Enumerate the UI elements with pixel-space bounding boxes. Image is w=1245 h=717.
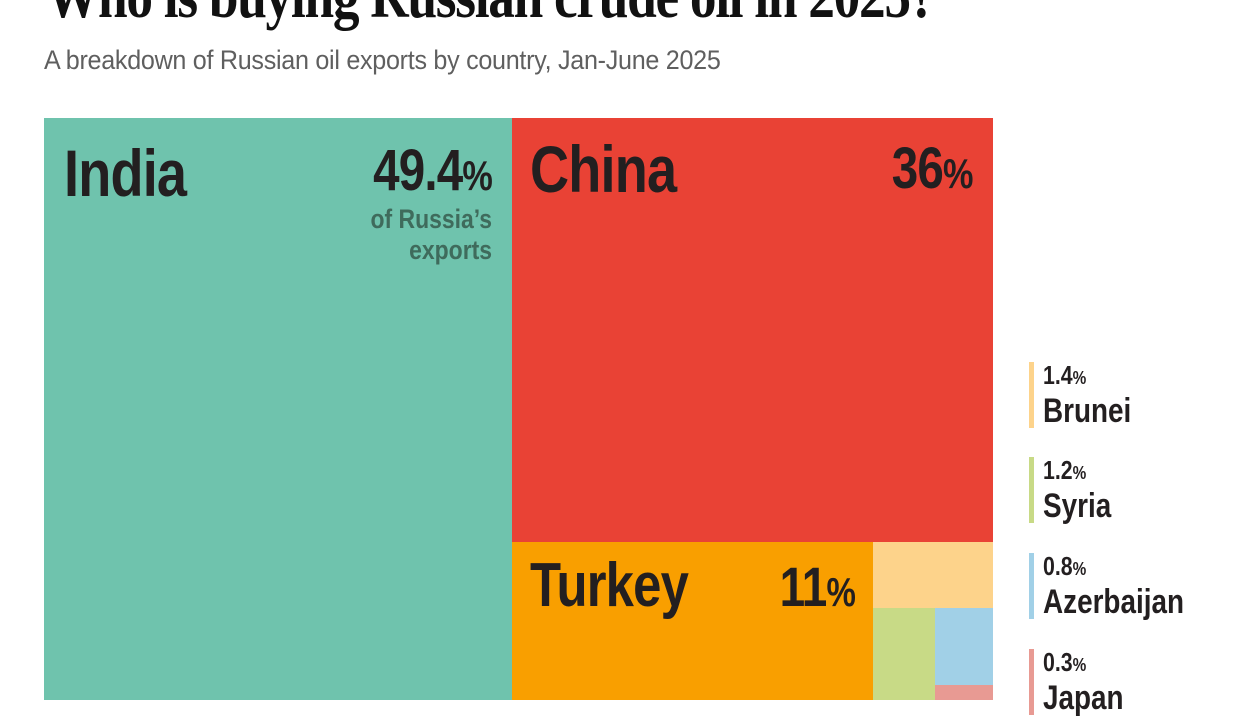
percent-symbol: % — [943, 150, 973, 197]
legend-country: Azerbaijan — [1043, 583, 1185, 621]
percent-value: 1.2 — [1043, 455, 1073, 485]
country-name: Turkey — [530, 551, 689, 620]
country-percent: 49.4% — [373, 138, 493, 209]
legend-percent: 1.2% — [1043, 455, 1086, 488]
legend-percent: 0.8% — [1043, 551, 1086, 584]
legend-country: Japan — [1043, 679, 1124, 717]
percent-symbol: % — [462, 152, 492, 199]
legend-percent: 1.4% — [1043, 360, 1086, 393]
tile-azerbaijan — [935, 608, 993, 685]
chart-title: Who is buying Russian crude oil in 2025? — [46, 0, 936, 28]
tile-china: China 36% — [512, 118, 993, 542]
legend-percent: 0.3% — [1043, 647, 1086, 680]
percent-value: 11 — [779, 555, 828, 618]
country-name: China — [530, 132, 677, 206]
india-note: of Russia’s exports — [370, 204, 492, 266]
country-percent: 11% — [779, 555, 856, 623]
percent-value: 0.3 — [1043, 647, 1073, 677]
country-name: India — [64, 136, 187, 210]
legend-color-bar — [1029, 362, 1034, 428]
percent-symbol: % — [1072, 462, 1087, 483]
legend-color-bar — [1029, 649, 1034, 715]
tile-syria — [873, 608, 935, 700]
tile-india: India 49.4% of Russia’s exports — [44, 118, 512, 700]
legend-country: Syria — [1043, 487, 1112, 525]
tile-japan — [935, 685, 993, 700]
percent-value: 36 — [892, 136, 944, 201]
note-line-1: of Russia’s — [370, 204, 492, 234]
percent-symbol: % — [1072, 654, 1087, 675]
note-line-2: exports — [409, 235, 492, 265]
percent-symbol: % — [826, 569, 855, 615]
legend-color-bar — [1029, 457, 1034, 523]
percent-value: 49.4 — [373, 138, 463, 203]
legend-color-bar — [1029, 553, 1034, 619]
percent-value: 1.4 — [1043, 360, 1073, 390]
percent-symbol: % — [1072, 558, 1087, 579]
percent-value: 0.8 — [1043, 551, 1073, 581]
percent-symbol: % — [1072, 367, 1087, 388]
tile-brunei — [873, 542, 993, 608]
chart-subtitle: A breakdown of Russian oil exports by co… — [44, 45, 721, 75]
legend-country: Brunei — [1043, 392, 1132, 430]
tile-turkey: Turkey 11% — [512, 542, 873, 700]
country-percent: 36% — [892, 136, 974, 207]
